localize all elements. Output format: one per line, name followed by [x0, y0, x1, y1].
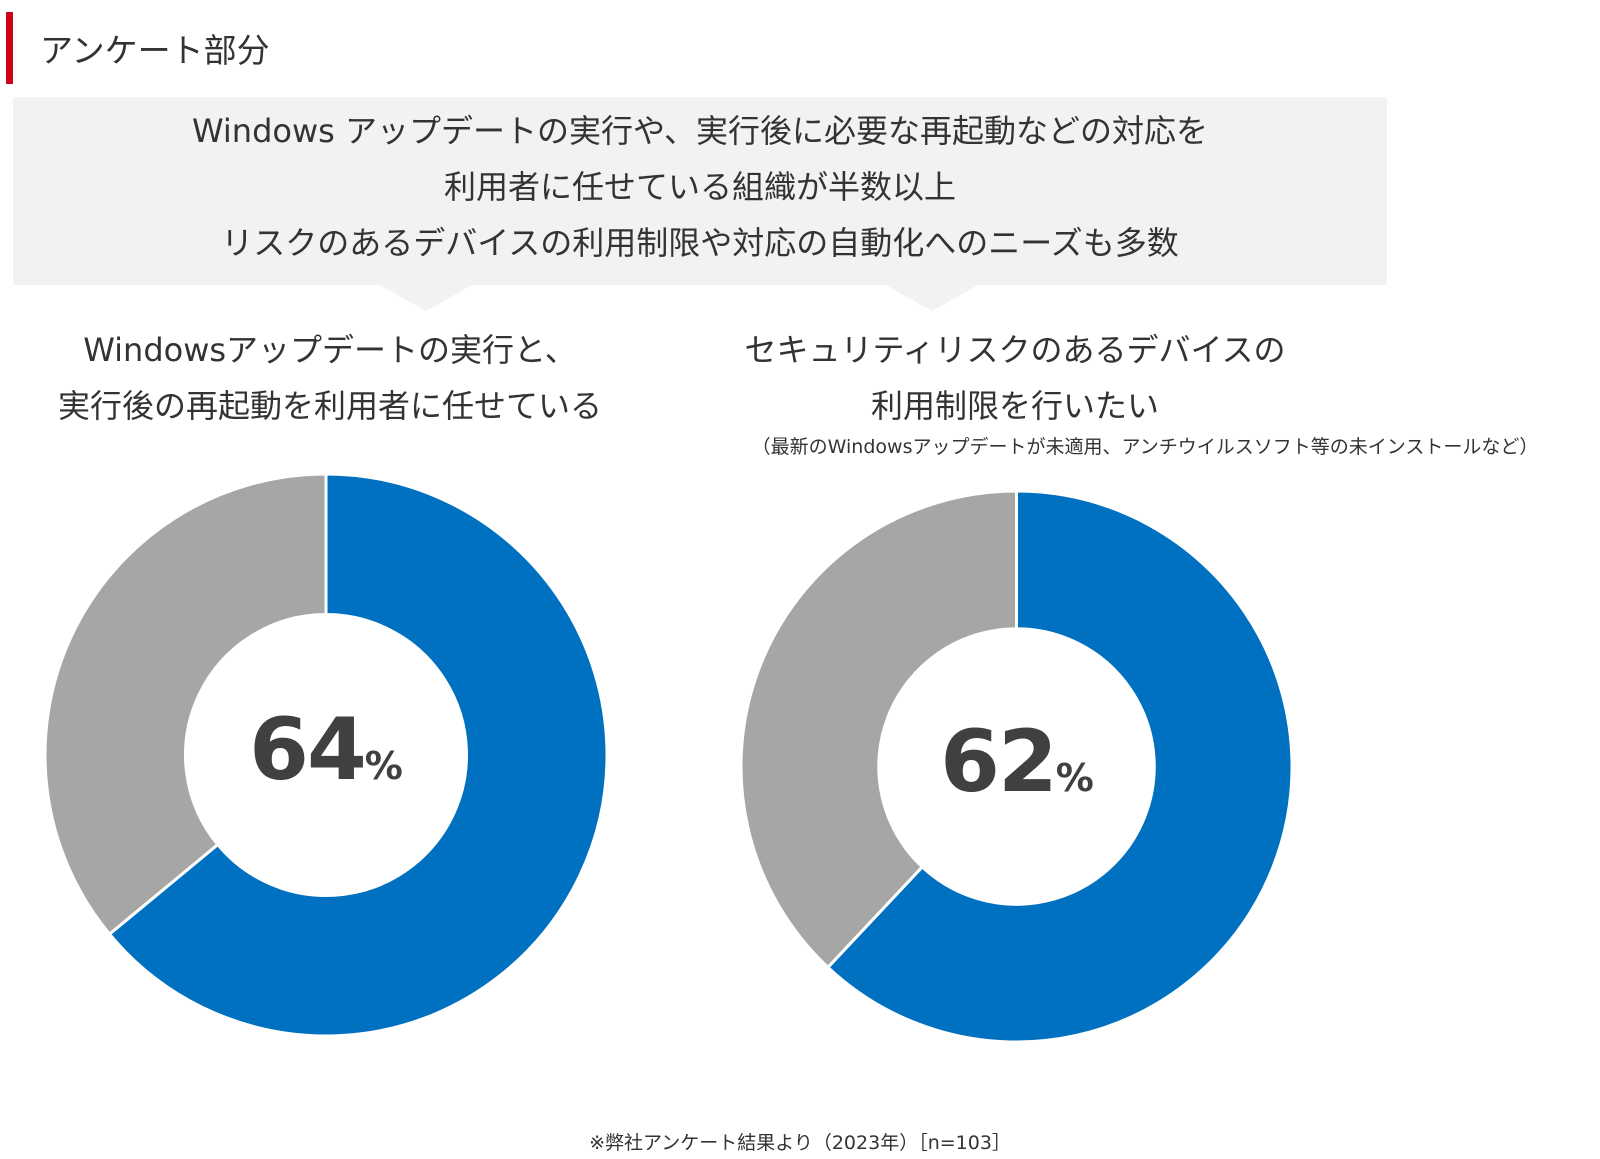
accent-bar — [6, 12, 13, 84]
chart-1-center-label: 64% — [226, 700, 426, 800]
footnote: ※弊社アンケート結果より（2023年）［n=103］ — [589, 1132, 1011, 1154]
chart-2-slice-2 — [739, 489, 1018, 970]
summary-line-2: 利用者に任せている組織が半数以上 — [443, 168, 956, 206]
summary-background — [13, 97, 1387, 285]
summary-pointer-right — [886, 285, 978, 311]
chart-1-donut — [43, 472, 609, 1038]
chart-2-center-label: 62% — [917, 712, 1117, 812]
section-header: アンケート部分 — [0, 12, 600, 84]
chart-1-slice-2 — [43, 472, 328, 937]
summary-box: Windows アップデートの実行や、実行後に必要な再起動などの対応を 利用者に… — [13, 97, 1387, 311]
chart-2-title-line-1: セキュリティリスクのあるデバイスの — [744, 331, 1286, 369]
chart-1-title-line-1: Windowsアップデートの実行と、 — [83, 331, 577, 369]
chart-1-center-value: 64 — [249, 700, 367, 800]
summary-line-3: リスクのあるデバイスの利用制限や対応の自動化へのニーズも多数 — [221, 224, 1179, 262]
chart-2-donut — [739, 489, 1294, 1044]
summary-pointer-left — [380, 285, 472, 311]
summary-line-1: Windows アップデートの実行や、実行後に必要な再起動などの対応を — [191, 112, 1209, 150]
chart-2-center-value: 62 — [940, 712, 1058, 812]
chart-1-title-line-2: 実行後の再起動を利用者に任せている — [57, 387, 602, 425]
chart-2-slice-1 — [825, 489, 1294, 1044]
chart-2-subtitle: （最新のWindowsアップデートが未適用、アンチウイルスソフト等の未インストー… — [751, 436, 1539, 458]
chart-2-title-line-2: 利用制限を行いたい — [870, 387, 1159, 425]
chart-1-slice-1 — [107, 472, 609, 1038]
chart-1-center-unit: % — [364, 744, 403, 788]
chart-2-center-unit: % — [1055, 756, 1094, 800]
section-title: アンケート部分 — [40, 31, 270, 70]
